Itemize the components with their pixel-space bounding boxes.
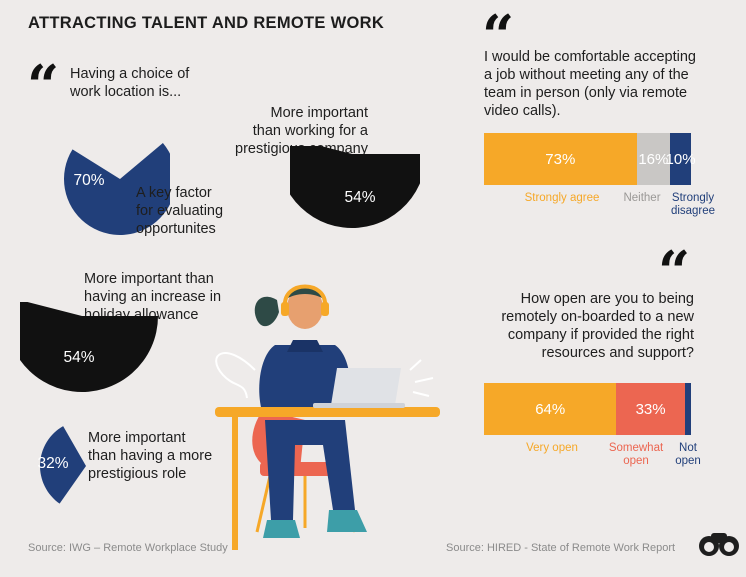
pie-1-slice bbox=[64, 143, 170, 235]
bar-2-value-label: 33% bbox=[635, 400, 666, 418]
pie-2-label: More important than working for a presti… bbox=[235, 105, 368, 157]
source-left: Source: IWG – Remote Workplace Study bbox=[28, 542, 228, 554]
pie-2-value-label: 54% bbox=[344, 189, 375, 206]
pie-2: 54% bbox=[290, 146, 420, 228]
pie-1-label: A key factor for evaluating opportunites bbox=[136, 185, 224, 237]
quote-icon-q1: “ bbox=[482, 3, 515, 69]
intro-text: Having a choice of work location is... bbox=[70, 66, 190, 100]
question-2: How open are you to being remotely on-bo… bbox=[501, 291, 694, 361]
pie-3: 54% bbox=[20, 302, 158, 392]
remote-worker-illustration bbox=[215, 284, 440, 550]
bar-2-category-somewhat-open: Somewhat open bbox=[608, 442, 664, 467]
pie-3-value-label: 54% bbox=[63, 349, 94, 366]
bar-1-segment-strongly-agree: 73% bbox=[484, 133, 637, 185]
pie-3-slice bbox=[20, 302, 158, 392]
pie-2-slice bbox=[290, 146, 420, 228]
bar-2-value-label: 64% bbox=[535, 400, 566, 418]
quote-icon-q2: “ bbox=[658, 239, 691, 305]
bar-1-segment-neither: 16% bbox=[636, 133, 671, 185]
question-1: I would be comfortable accepting a job w… bbox=[484, 49, 696, 119]
source-right: Source: HIRED - State of Remote Work Rep… bbox=[446, 542, 676, 554]
bar-1-category-strongly-disagree: Strongly disagree bbox=[670, 192, 716, 217]
pie-4-label: More important than having a more presti… bbox=[88, 430, 213, 482]
bar-1-segment-strongly-disagree: 10% bbox=[666, 133, 696, 185]
bar-1-value-label: 16% bbox=[638, 150, 669, 168]
bar-1-category-neither: Neither bbox=[623, 192, 661, 204]
bar-2-category-not-open: Not open bbox=[675, 442, 701, 467]
bar-2-segment-not-open bbox=[684, 383, 691, 435]
bar-1-value-label: 73% bbox=[545, 150, 576, 168]
pie-4-slice bbox=[39, 426, 86, 504]
bar-1-value-label: 10% bbox=[665, 150, 696, 168]
bar-2-segment-somewhat-open: 33% bbox=[616, 383, 685, 435]
pie-4: 32% bbox=[37, 426, 86, 504]
pie-4-value-label: 32% bbox=[37, 455, 68, 472]
quote-icon: “ bbox=[27, 53, 60, 119]
page-title: ATTRACTING TALENT AND REMOTE WORK bbox=[28, 14, 385, 32]
bar-1-category-strongly-agree: Strongly agree bbox=[524, 192, 600, 204]
bar-2-segment-very-open: 64% bbox=[484, 383, 617, 435]
pie-1: 70% bbox=[64, 143, 170, 235]
binoculars-logo-icon bbox=[699, 533, 739, 556]
bar-chart-2: 64% 33% bbox=[484, 383, 691, 435]
bar-chart-1: 73% 16% 10% bbox=[484, 133, 696, 185]
bar-2-category-very-open: Very open bbox=[526, 442, 578, 454]
pie-1-value-label: 70% bbox=[73, 172, 104, 189]
